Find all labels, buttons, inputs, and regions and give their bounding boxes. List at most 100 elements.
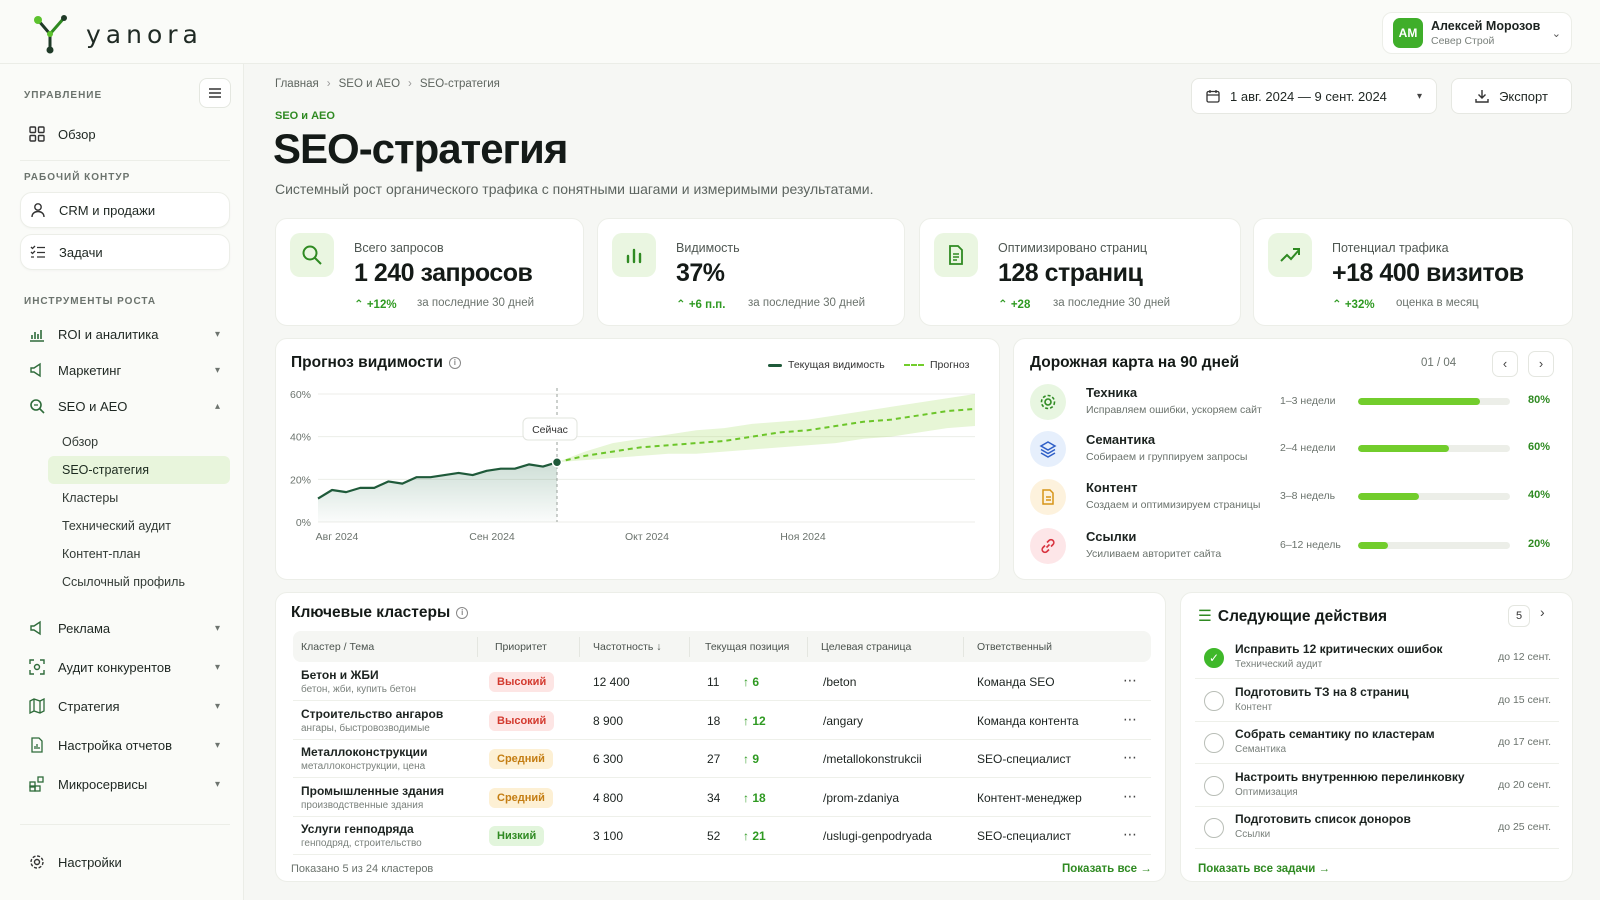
visibility-chart: 60% 40% 20% 0% Сейчас Авг 2024 Сен 2024 Окт 202… bbox=[290, 388, 976, 543]
column-header-frequency[interactable]: Частотность ↓ bbox=[593, 641, 662, 653]
list-item[interactable]: ✓ Исправить 12 критических ошибок Техничес… bbox=[1195, 637, 1559, 679]
gear-icon bbox=[1030, 384, 1066, 420]
collapse-menu-button[interactable] bbox=[199, 78, 231, 108]
avatar: АМ bbox=[1393, 18, 1423, 48]
target-page-link[interactable]: /uslugi-genpodryada bbox=[823, 829, 932, 843]
column-header-cluster[interactable]: Кластер / Тема bbox=[301, 641, 375, 653]
checkbox[interactable] bbox=[1204, 733, 1224, 753]
sidebar-item-strategy[interactable]: Стратегия ▾ bbox=[20, 688, 230, 724]
list-item[interactable]: Подготовить список доноров Ссылки до 25 се… bbox=[1195, 807, 1559, 849]
export-button[interactable]: Экспорт bbox=[1451, 78, 1572, 114]
sidebar-item-label: Настройка отчетов bbox=[58, 737, 173, 753]
divider bbox=[689, 637, 690, 657]
more-options-icon[interactable]: ⋯ bbox=[1123, 749, 1138, 765]
export-label: Экспорт bbox=[1499, 88, 1548, 104]
kpi-delta-value: +28 bbox=[1010, 299, 1031, 311]
sidebar-item-ads[interactable]: Реклама ▾ bbox=[20, 610, 230, 646]
table-footer-count: Показано 5 из 24 кластеров bbox=[291, 863, 434, 875]
kpi-card-visibility: Видимость 37% ⌃ +6 п.п. за последние 30 … bbox=[597, 218, 905, 326]
column-header-priority[interactable]: Приоритет bbox=[495, 641, 547, 653]
more-options-icon[interactable]: ⋯ bbox=[1123, 826, 1138, 842]
sidebar-item-competitors[interactable]: Аудит конкурентов ▾ bbox=[20, 649, 230, 685]
roadmap-prev-button[interactable]: ‹ bbox=[1492, 351, 1518, 377]
sidebar-subitem-overview[interactable]: Обзор bbox=[62, 435, 99, 449]
show-all-clusters-label: Показать все bbox=[1062, 863, 1138, 875]
kpi-label: Всего запросов bbox=[354, 241, 444, 255]
document-icon bbox=[1030, 479, 1066, 515]
table-row[interactable]: Услуги генподряда генподряд, строительств… bbox=[293, 817, 1151, 855]
sidebar-item-reports[interactable]: Настройка отчетов ▾ bbox=[20, 727, 230, 763]
sidebar-subitem-link-profile[interactable]: Ссылочный профиль bbox=[62, 575, 185, 589]
sidebar-subitem-clusters[interactable]: Кластеры bbox=[62, 491, 119, 505]
roadmap-item-name: Техника bbox=[1086, 385, 1138, 400]
kpi-note: за последние 30 дней bbox=[417, 297, 535, 309]
column-header-target-page[interactable]: Целевая страница bbox=[821, 641, 912, 653]
position-change: ↑ 12 bbox=[743, 713, 766, 728]
checkbox[interactable] bbox=[1204, 818, 1224, 838]
sidebar-item-overview[interactable]: Обзор bbox=[20, 116, 230, 152]
checkbox[interactable] bbox=[1204, 690, 1224, 711]
chevron-down-icon: ▾ bbox=[214, 778, 220, 790]
position-value: 18 bbox=[707, 713, 721, 728]
list-item[interactable]: Подготовить ТЗ на 8 страниц Контент до 15 … bbox=[1195, 680, 1559, 722]
roadmap-item-desc: Собираем и группируем запросы bbox=[1086, 451, 1248, 463]
breadcrumb-seo[interactable]: SEO и AEO bbox=[338, 78, 401, 90]
kpi-card-pages: Оптимизировано страниц 128 страниц ⌃ +28… bbox=[919, 218, 1241, 326]
column-header-position[interactable]: Текущая позиция bbox=[705, 641, 790, 653]
chevron-left-icon: ‹ bbox=[1502, 356, 1508, 371]
more-options-icon[interactable]: ⋯ bbox=[1123, 672, 1138, 688]
sidebar-item-label: SEO и AEO bbox=[58, 398, 128, 414]
position-value: 52 bbox=[707, 829, 721, 843]
sidebar-item-microservices[interactable]: Микросервисы ▾ bbox=[20, 766, 230, 802]
calendar-icon bbox=[1206, 90, 1220, 103]
user-name: Алексей Морозов bbox=[1431, 19, 1541, 33]
breadcrumb-home[interactable]: Главная bbox=[275, 78, 319, 90]
sidebar-item-label: Микросервисы bbox=[58, 776, 148, 792]
kpi-card-traffic: Потенциал трафика +18 400 визитов ⌃ +32%… bbox=[1253, 218, 1573, 326]
actions-next-button[interactable]: › bbox=[1540, 604, 1545, 620]
current-area bbox=[318, 462, 557, 522]
y-tick-label: 40% bbox=[290, 432, 311, 444]
check-circle-icon[interactable]: ✓ bbox=[1204, 648, 1224, 668]
list-item[interactable]: Собрать семантику по кластерам Семантика д… bbox=[1195, 722, 1559, 764]
info-icon[interactable]: i bbox=[456, 606, 469, 619]
user-menu[interactable]: АМ Алексей Морозов Север Строй ⌄ bbox=[1382, 12, 1572, 54]
show-all-clusters-link[interactable]: Показать все → bbox=[1062, 863, 1152, 875]
info-icon[interactable]: i bbox=[448, 356, 461, 369]
target-page-link[interactable]: /angary bbox=[823, 713, 864, 728]
sidebar-item-roi[interactable]: ROI и аналитика ▾ bbox=[20, 316, 230, 352]
sidebar-item-seo[interactable]: SEO и AEO ▴ bbox=[20, 388, 230, 424]
roadmap-next-button[interactable]: › bbox=[1528, 351, 1554, 377]
table-row[interactable]: Строительство ангаров ангары, быстровозво… bbox=[293, 702, 1151, 740]
top-bar: yanora АМ Алексей Морозов Север Строй ⌄ bbox=[0, 0, 1600, 64]
sidebar-subitem-tech-audit[interactable]: Технический аудит bbox=[62, 519, 172, 533]
sidebar-item-tasks[interactable]: Задачи bbox=[20, 234, 230, 270]
list-item[interactable]: Настроить внутреннюю перелинковку Оптимиз… bbox=[1195, 765, 1559, 807]
chevron-up-icon: ▴ bbox=[214, 400, 220, 412]
table-row[interactable]: Металлоконструкции металлоконструкции, це… bbox=[293, 740, 1151, 778]
roadmap-progress-bar bbox=[1358, 542, 1510, 549]
action-category: Оптимизация bbox=[1235, 786, 1298, 798]
column-header-owner[interactable]: Ответственный bbox=[977, 641, 1052, 653]
sidebar-subitem-content-plan[interactable]: Контент-план bbox=[62, 547, 141, 561]
target-page-link[interactable]: /metallokonstrukcii bbox=[823, 752, 922, 766]
logo[interactable]: yanora bbox=[30, 14, 203, 54]
date-range-picker[interactable]: 1 авг. 2024 — 9 сент. 2024 ▾ bbox=[1191, 78, 1437, 114]
table-row[interactable]: Бетон и ЖБИ бетон, жби, купить бетон Высок… bbox=[293, 663, 1151, 701]
target-page-link[interactable]: /prom-zdaniya bbox=[823, 790, 900, 805]
show-all-tasks-link[interactable]: Показать все задачи → bbox=[1198, 863, 1330, 875]
search-icon bbox=[28, 397, 46, 415]
sidebar-item-settings[interactable]: Настройки bbox=[20, 844, 230, 880]
sidebar-subitem-seo-strategy[interactable]: SEO-стратегия bbox=[48, 456, 230, 484]
checkbox[interactable] bbox=[1204, 775, 1224, 796]
action-due-date: до 20 сент. bbox=[1498, 778, 1551, 791]
sidebar-item-marketing[interactable]: Маркетинг ▾ bbox=[20, 352, 230, 388]
target-page-link[interactable]: /beton bbox=[823, 675, 857, 689]
action-title: Настроить внутреннюю перелинковку bbox=[1235, 769, 1465, 784]
owner-value: Команда SEO bbox=[977, 675, 1055, 689]
more-options-icon[interactable]: ⋯ bbox=[1123, 787, 1138, 804]
sidebar-item-crm[interactable]: CRM и продажи bbox=[20, 192, 230, 228]
more-options-icon[interactable]: ⋯ bbox=[1123, 710, 1138, 727]
breadcrumb: Главная › SEO и AEO › SEO-стратегия bbox=[275, 78, 500, 90]
table-row[interactable]: Промышленные здания производственные здан… bbox=[293, 779, 1151, 817]
